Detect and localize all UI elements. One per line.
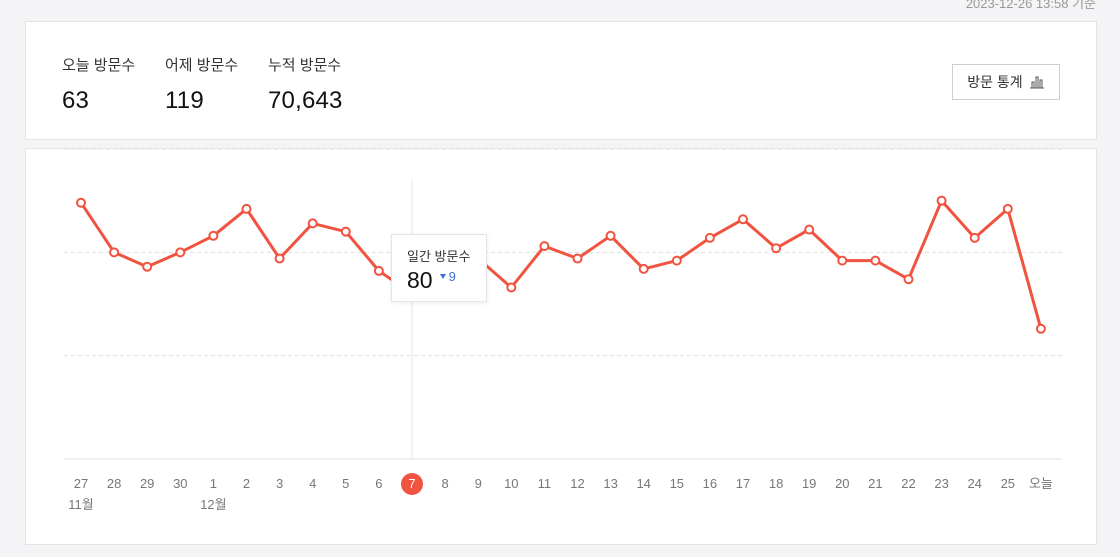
x-month-label: 11월 xyxy=(68,497,93,512)
x-tick-label: 23 xyxy=(934,476,948,491)
total-visits-value: 70,643 xyxy=(268,87,343,114)
down-arrow-icon xyxy=(439,274,446,279)
x-tick-label: 12 xyxy=(570,476,584,491)
tooltip-value: 80 xyxy=(407,267,433,293)
today-visits-label: 오늘 방문수 xyxy=(62,57,136,74)
data-point[interactable] xyxy=(1035,323,1046,334)
daily-visits-chart-card: 27 28 29 30 1 2 3 4 5 6 7 8 9 10 11 12 13 14 15 16 17 18 19 20 2… xyxy=(25,148,1097,545)
tooltip-label: 일간 방문수 xyxy=(407,249,471,264)
tooltip-change-value: 9 xyxy=(448,269,456,284)
x-tick-label: 14 xyxy=(636,476,650,491)
x-tick-label: 22 xyxy=(901,476,915,491)
data-point[interactable] xyxy=(373,265,384,276)
data-point[interactable] xyxy=(969,232,980,243)
yesterday-visits-value: 119 xyxy=(165,87,204,114)
x-tick-label: 24 xyxy=(967,476,981,491)
data-point[interactable] xyxy=(572,253,583,264)
x-tick-label: 3 xyxy=(276,476,283,491)
x-month-label: 12월 xyxy=(200,497,226,512)
x-tick-label: 4 xyxy=(309,476,316,491)
x-tick-label: 13 xyxy=(603,476,617,491)
x-tick-label: 27 xyxy=(74,476,88,491)
yesterday-visits: 어제 방문수 119 xyxy=(165,54,238,115)
data-point[interactable] xyxy=(804,224,815,235)
data-point[interactable] xyxy=(903,274,914,285)
x-tick-label: 18 xyxy=(769,476,783,491)
x-tick-label: 30 xyxy=(173,476,187,491)
data-point[interactable] xyxy=(771,243,782,254)
data-point[interactable] xyxy=(109,247,120,258)
data-point[interactable] xyxy=(340,226,351,237)
data-point[interactable] xyxy=(274,253,285,264)
data-point[interactable] xyxy=(1002,203,1013,214)
x-tick-label: 29 xyxy=(140,476,154,491)
x-tick-label: 10 xyxy=(504,476,518,491)
tooltip-change: 9 xyxy=(439,269,456,284)
data-point[interactable] xyxy=(175,247,186,258)
x-tick-label: 15 xyxy=(670,476,684,491)
daily-visits-tooltip: 일간 방문수 80 9 xyxy=(391,234,487,302)
x-tick-label: 6 xyxy=(375,476,382,491)
data-point[interactable] xyxy=(738,214,748,225)
data-point[interactable] xyxy=(605,230,616,241)
data-point[interactable] xyxy=(870,255,881,266)
data-point[interactable] xyxy=(241,203,252,214)
x-tick-highlight-badge xyxy=(401,473,423,495)
today-visits: 오늘 방문수 63 xyxy=(62,54,135,115)
x-tick-label: 16 xyxy=(703,476,717,491)
x-tick-label: 8 xyxy=(441,476,448,491)
x-tick-label: 2 xyxy=(243,476,250,491)
x-tick-label: 17 xyxy=(736,476,750,491)
visit-stats-button-label: 방문 통계 xyxy=(967,74,1023,90)
today-visits-value: 63 xyxy=(62,87,90,114)
x-tick-label: 7 xyxy=(408,476,415,491)
data-point[interactable] xyxy=(539,241,550,252)
series-line xyxy=(79,199,1043,331)
data-point[interactable] xyxy=(307,218,318,229)
x-tick-label: 21 xyxy=(868,476,882,491)
x-tick-label: 28 xyxy=(107,476,121,491)
total-visits: 누적 방문수 70,643 xyxy=(268,54,343,115)
data-point[interactable] xyxy=(671,255,682,266)
data-point[interactable] xyxy=(837,255,848,266)
data-point[interactable] xyxy=(506,282,517,293)
data-point[interactable] xyxy=(76,197,86,208)
visit-stats-card: 오늘 방문수 63 어제 방문수 119 누적 방문수 70,643 방문 통계 xyxy=(25,21,1097,140)
x-tick-label: 11 xyxy=(538,476,552,491)
daily-visits-chart: 27 28 29 30 1 2 3 4 5 6 7 8 9 10 11 12 13 14 15 16 17 18 19 20 2… xyxy=(64,149,1062,512)
data-point[interactable] xyxy=(936,195,947,206)
data-point[interactable] xyxy=(704,232,715,243)
data-point[interactable] xyxy=(142,261,153,272)
data-point[interactable] xyxy=(638,263,649,274)
bar-chart-icon xyxy=(1029,76,1044,89)
yesterday-visits-label: 어제 방문수 xyxy=(165,57,239,74)
x-tick-label: 20 xyxy=(835,476,849,491)
x-tick-label: 19 xyxy=(802,476,816,491)
total-visits-label: 누적 방문수 xyxy=(268,57,342,74)
x-tick-label: 9 xyxy=(475,476,482,491)
x-tick-label: 1 xyxy=(210,476,217,491)
x-tick-label: 5 xyxy=(342,476,349,491)
x-tick-label: 25 xyxy=(1001,476,1015,491)
timestamp: 2023-12-26 13:58 기준 xyxy=(965,0,1096,11)
data-point[interactable] xyxy=(208,230,219,241)
visit-stats-button[interactable]: 방문 통계 xyxy=(952,64,1060,100)
x-tick-label: 오늘 xyxy=(1029,476,1053,491)
